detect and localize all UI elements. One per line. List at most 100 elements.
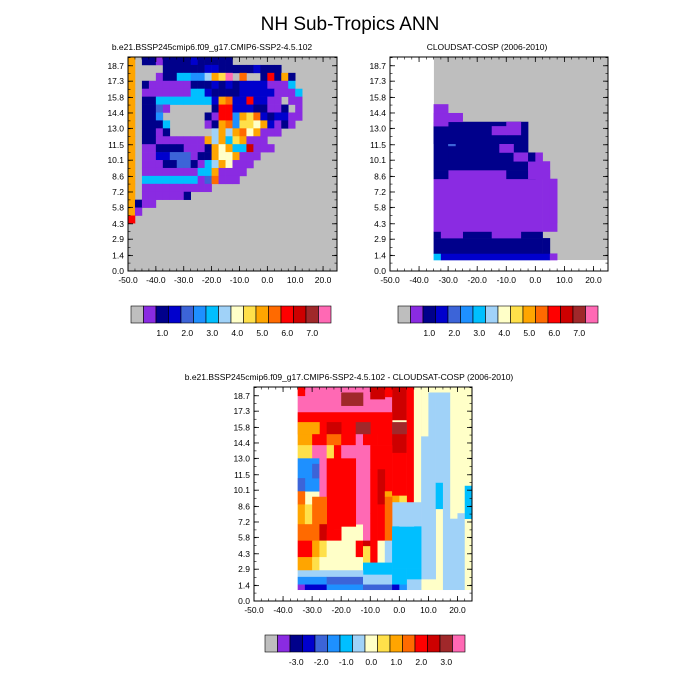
diff-cell <box>406 568 422 580</box>
obs-colorbar-label: 1.0 <box>423 328 435 338</box>
model-cell <box>246 144 254 153</box>
model-cell <box>169 72 178 82</box>
diff-cell <box>363 562 393 575</box>
diff-cell <box>297 524 320 541</box>
model-cell <box>162 175 171 185</box>
model-cell <box>239 72 247 82</box>
model-cell <box>169 191 178 200</box>
model-cell <box>128 128 136 137</box>
obs-colorbar-box <box>547 305 561 324</box>
model-cell <box>225 57 233 66</box>
model-cell <box>141 96 150 105</box>
model-cell <box>169 57 178 66</box>
model-cell <box>162 128 171 137</box>
model-cell <box>176 191 185 200</box>
model-cell <box>162 191 171 200</box>
obs-cell <box>491 126 507 136</box>
model-cell <box>169 175 178 185</box>
model-cell <box>176 80 185 90</box>
diff-cell <box>363 445 371 541</box>
diff-colorbar-box <box>364 634 378 653</box>
model-cell <box>288 96 296 105</box>
model-cell <box>204 120 212 129</box>
model-cell <box>169 64 178 74</box>
obs-colorbar-box <box>485 305 499 324</box>
diff-cell <box>384 445 393 492</box>
model-cell <box>197 136 205 145</box>
model-cell <box>197 80 205 90</box>
model-panel-title: b.e21.BSSP245cmip6.f09_g17.CMIP6-SSP2-4.… <box>112 42 313 52</box>
obs-ytick-label: 14.4 <box>369 108 386 118</box>
model-cell <box>260 104 268 113</box>
model-cell <box>141 80 150 90</box>
model-cell <box>204 96 212 105</box>
model-cell <box>183 80 191 90</box>
model-cell <box>232 160 240 169</box>
diff-cell <box>442 392 451 591</box>
model-cell <box>225 167 233 177</box>
model-xtick-label: 0.0 <box>261 275 273 285</box>
model-cell <box>197 160 205 169</box>
model-cell <box>211 96 219 105</box>
diff-ytick-label: 0.0 <box>238 596 250 606</box>
model-cell <box>239 160 247 169</box>
diff-xtick-label: 10.0 <box>420 605 437 615</box>
diff-cell <box>297 491 306 505</box>
model-cell <box>260 112 268 121</box>
model-cell <box>141 104 150 113</box>
obs-xtick-label: -40.0 <box>409 275 429 285</box>
model-cell <box>169 152 178 161</box>
diff-cell <box>341 458 357 527</box>
model-cell <box>211 88 219 97</box>
diff-mask-left <box>254 387 298 601</box>
diff-cell <box>312 540 320 558</box>
model-cell <box>155 104 164 113</box>
model-cell <box>281 80 289 90</box>
model-cell <box>232 64 240 74</box>
model-cell <box>148 175 157 185</box>
diff-colorbar-box <box>452 634 466 653</box>
model-cell <box>218 167 226 177</box>
diff-colorbar-box <box>377 634 391 653</box>
model-cell <box>141 160 150 169</box>
model-cell <box>260 88 268 97</box>
model-ytick-label: 8.6 <box>112 172 124 182</box>
model-cell <box>225 88 233 97</box>
model-cell <box>211 136 219 145</box>
diff-cell <box>312 463 320 479</box>
diff-cell <box>406 434 415 505</box>
model-cell <box>204 57 212 66</box>
diff-cell <box>370 387 386 400</box>
diff-xtick-label: 0.0 <box>393 605 405 615</box>
model-cell <box>128 167 136 177</box>
obs-colorbar-box <box>435 305 449 324</box>
model-cell <box>141 175 150 185</box>
model-colorbar-box <box>130 305 144 324</box>
model-cell <box>155 183 164 193</box>
model-cell <box>155 136 164 145</box>
diff-colorbar-box <box>289 634 303 653</box>
obs-cell <box>513 152 529 162</box>
model-cell <box>134 207 143 216</box>
diff-cell <box>312 496 327 525</box>
diff-cell <box>384 387 393 398</box>
obs-ytick-label: 17.3 <box>369 76 386 86</box>
diff-cell <box>341 434 357 446</box>
diff-colorbar-label: 2.0 <box>415 657 427 667</box>
model-cell <box>267 80 275 90</box>
model-cell <box>281 112 289 121</box>
model-cell <box>218 136 226 145</box>
model-cell <box>232 96 240 105</box>
diff-colorbar-label: 3.0 <box>440 657 452 667</box>
model-cell <box>274 96 282 105</box>
diff-cell <box>450 392 458 519</box>
model-ytick-label: 11.5 <box>108 140 124 150</box>
diff-cell <box>399 504 407 527</box>
obs-colorbar-box <box>585 305 599 324</box>
model-cell <box>128 215 136 224</box>
model-cell <box>183 152 191 161</box>
model-cell <box>274 104 282 113</box>
diff-colorbar-label: -1.0 <box>339 657 354 667</box>
model-cell <box>274 128 282 137</box>
model-cell <box>204 88 212 97</box>
